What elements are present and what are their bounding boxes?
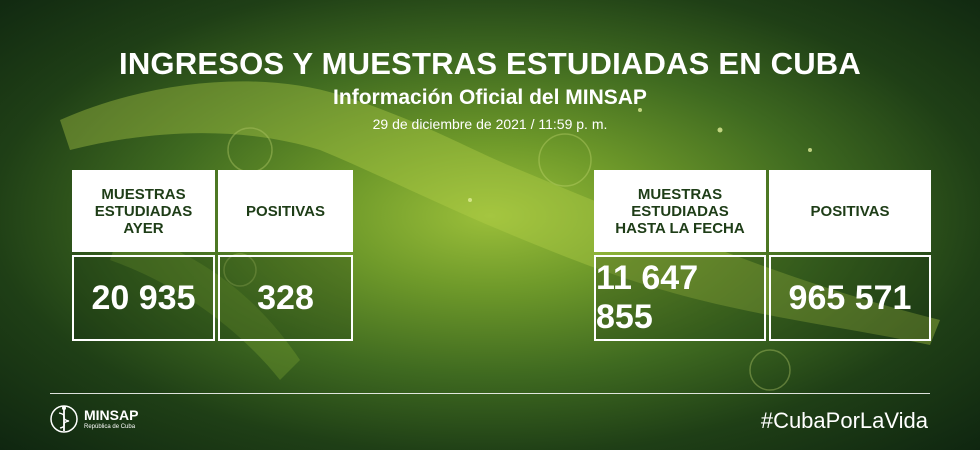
subtitle: Información Oficial del MINSAP (333, 86, 647, 109)
stat-label: MUESTRAS ESTUDIADAS AYER (72, 170, 215, 252)
stat-samples-yesterday: MUESTRAS ESTUDIADAS AYER 20 935 (72, 170, 218, 341)
cumulative-stats-panel: MUESTRAS ESTUDIADAS HASTA LA FECHA 11 64… (594, 170, 934, 341)
stat-value: 11 647 855 (594, 255, 766, 341)
date-time: 29 de diciembre de 2021 / 11:59 p. m. (372, 116, 608, 132)
logo-name: MINSAP (84, 406, 139, 423)
stat-value: 20 935 (72, 255, 215, 341)
daily-stats-panel: MUESTRAS ESTUDIADAS AYER 20 935 POSITIVA… (72, 170, 356, 341)
stat-value: 965 571 (769, 255, 931, 341)
stat-value: 328 (218, 255, 353, 341)
stat-samples-to-date: MUESTRAS ESTUDIADAS HASTA LA FECHA 11 64… (594, 170, 769, 341)
stat-positives-to-date: POSITIVAS 965 571 (769, 170, 934, 341)
main-title: INGRESOS Y MUESTRAS ESTUDIADAS EN CUBA (119, 46, 861, 81)
stat-positives-yesterday: POSITIVAS 328 (218, 170, 356, 341)
stat-label: POSITIVAS (769, 170, 931, 252)
caduceus-icon (50, 405, 78, 433)
stat-label: POSITIVAS (218, 170, 353, 252)
stat-label: MUESTRAS ESTUDIADAS HASTA LA FECHA (594, 170, 766, 252)
footer-divider (50, 393, 930, 394)
logo-subtitle: República de Cuba (84, 423, 136, 430)
hashtag: #CubaPorLaVida (760, 408, 928, 433)
minsap-logo: MINSAP República de Cuba (50, 402, 138, 436)
